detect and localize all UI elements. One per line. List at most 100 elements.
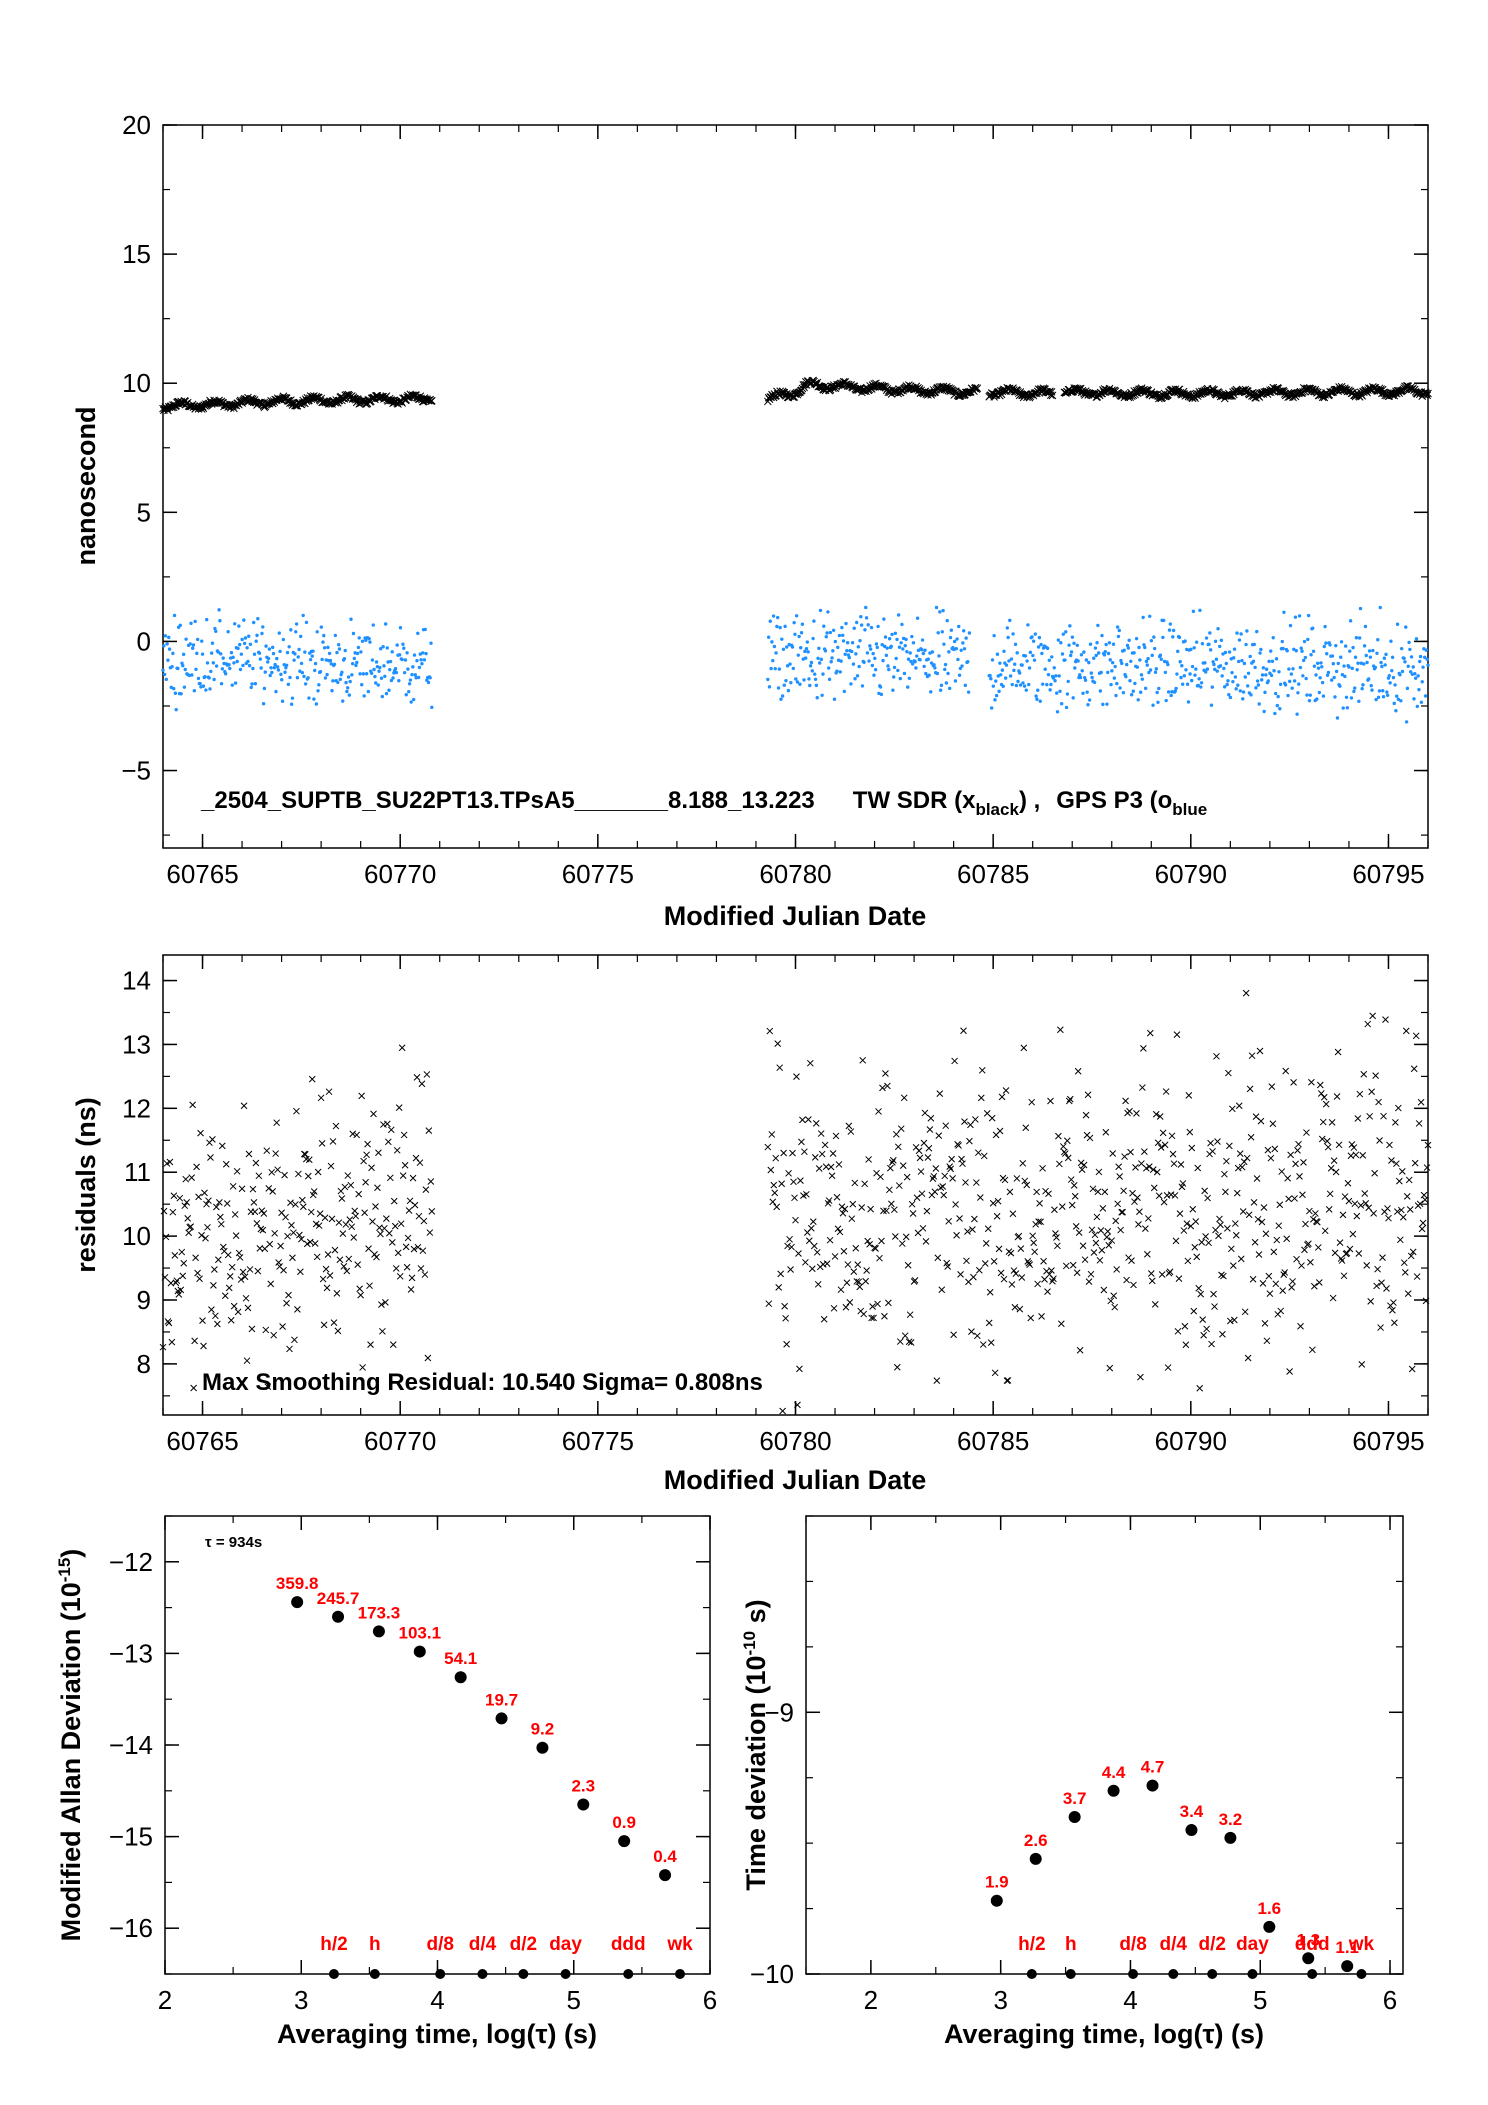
residual-point xyxy=(225,1284,233,1292)
gps-p3-point xyxy=(1197,677,1201,681)
residual-point xyxy=(271,1229,279,1237)
residual-point xyxy=(400,1131,408,1139)
gps-p3-point xyxy=(966,690,971,694)
deviation-value-label: 3.2 xyxy=(1219,1810,1243,1829)
gps-p3-point xyxy=(948,635,953,640)
residual-point xyxy=(1107,1297,1115,1305)
residual-point xyxy=(1421,1196,1429,1204)
residual-point xyxy=(771,1189,779,1197)
gps-p3-point xyxy=(295,676,300,680)
gps-p3-point xyxy=(1350,666,1354,671)
residual-point xyxy=(1031,1248,1039,1256)
gps-p3-point xyxy=(1404,720,1409,724)
gps-p3-point xyxy=(768,619,772,623)
residual-point xyxy=(1281,1269,1289,1276)
residual-point xyxy=(245,1150,253,1158)
residual-point xyxy=(1112,1217,1120,1225)
deviation-point xyxy=(536,1741,549,1754)
gps-p3-point xyxy=(1038,699,1042,703)
gps-p3-point xyxy=(959,648,963,652)
gps-p3-point xyxy=(408,678,413,682)
gps-p3-point xyxy=(1255,679,1260,683)
residual-point xyxy=(200,1342,207,1350)
residual-point xyxy=(1023,1181,1031,1189)
residual-point xyxy=(1235,1102,1243,1110)
residual-point xyxy=(1258,1218,1266,1226)
residual-point xyxy=(266,1240,274,1248)
residual-point xyxy=(1413,1273,1421,1280)
residual-point xyxy=(902,1233,910,1241)
deviation-value-label: 1.3 xyxy=(1296,1930,1320,1949)
gps-p3-point xyxy=(1368,655,1373,659)
gps-p3-point xyxy=(1361,683,1365,687)
residual-point xyxy=(190,1384,197,1392)
residual-point xyxy=(165,1319,173,1327)
gps-p3-point xyxy=(865,651,870,655)
residual-point xyxy=(1362,1200,1370,1207)
gps-p3-point xyxy=(1000,668,1005,672)
residual-point xyxy=(423,1071,431,1078)
gps-p3-point xyxy=(238,667,243,672)
residual-point xyxy=(408,1274,416,1282)
residual-point xyxy=(972,1116,979,1123)
gps-p3-point xyxy=(1199,681,1204,685)
residual-point xyxy=(330,1319,338,1326)
residual-point xyxy=(1001,1176,1009,1184)
gps-p3-point xyxy=(807,677,811,681)
gps-p3-point xyxy=(797,634,801,639)
gps-p3-point xyxy=(1301,674,1305,678)
gps-p3-point xyxy=(991,684,996,688)
gps-p3-point xyxy=(1254,686,1258,690)
x-tick-label: 2 xyxy=(158,1985,172,2015)
gps-p3-point xyxy=(859,615,863,619)
residual-point xyxy=(1021,1177,1029,1185)
gps-p3-point xyxy=(414,676,418,680)
gps-p3-point xyxy=(255,633,259,638)
residual-point xyxy=(1186,1128,1194,1136)
gps-p3-point xyxy=(816,656,820,660)
residual-point xyxy=(852,1244,860,1252)
gps-p3-point xyxy=(1398,673,1402,677)
gps-p3-point xyxy=(815,696,819,700)
gps-p3-point xyxy=(1301,658,1306,663)
gps-p3-point xyxy=(901,647,905,651)
gps-p3-point xyxy=(893,631,898,636)
panel-modified-allan-deviation: 2 3 4 5 6−12−13−14−15−16 359.8245.7173.3103.… xyxy=(55,1515,717,2049)
gps-p3-point xyxy=(999,673,1003,677)
y-tick-label: 14 xyxy=(122,966,151,996)
gps-p3-point xyxy=(358,672,362,676)
residual-point xyxy=(362,1178,369,1186)
gps-p3-point xyxy=(235,659,239,664)
gps-p3-point xyxy=(1383,663,1387,667)
deviation-point xyxy=(1341,1960,1354,1973)
residual-point xyxy=(208,1306,215,1314)
residual-point xyxy=(160,1207,168,1215)
residual-point xyxy=(334,1327,342,1335)
gps-p3-point xyxy=(1152,635,1156,639)
gps-p3-point xyxy=(829,660,833,664)
gps-p3-point xyxy=(1387,673,1392,678)
gps-p3-point xyxy=(1110,669,1114,673)
residual-point xyxy=(892,1130,900,1138)
residual-point xyxy=(343,1267,351,1275)
residual-point xyxy=(788,1243,795,1251)
gps-p3-point xyxy=(354,663,358,668)
y-tick-label: −14 xyxy=(109,1730,153,1760)
gps-p3-point xyxy=(248,642,253,646)
gps-p3-point xyxy=(887,667,891,672)
gps-p3-point xyxy=(1406,664,1410,669)
gps-p3-point xyxy=(782,683,786,687)
residual-point xyxy=(1391,1319,1398,1327)
gps-p3-point xyxy=(1389,639,1393,643)
gps-p3-point xyxy=(1191,609,1196,614)
residual-point xyxy=(179,1272,187,1280)
residual-point xyxy=(1339,1211,1347,1219)
residual-point xyxy=(366,1282,373,1290)
residual-point xyxy=(324,1251,332,1258)
residual-point xyxy=(1319,1118,1327,1126)
residual-point xyxy=(804,1116,812,1123)
residual-point xyxy=(1086,1134,1094,1142)
residual-point xyxy=(1324,1143,1332,1151)
gps-p3-point xyxy=(217,608,221,612)
gps-p3-point xyxy=(891,688,895,692)
